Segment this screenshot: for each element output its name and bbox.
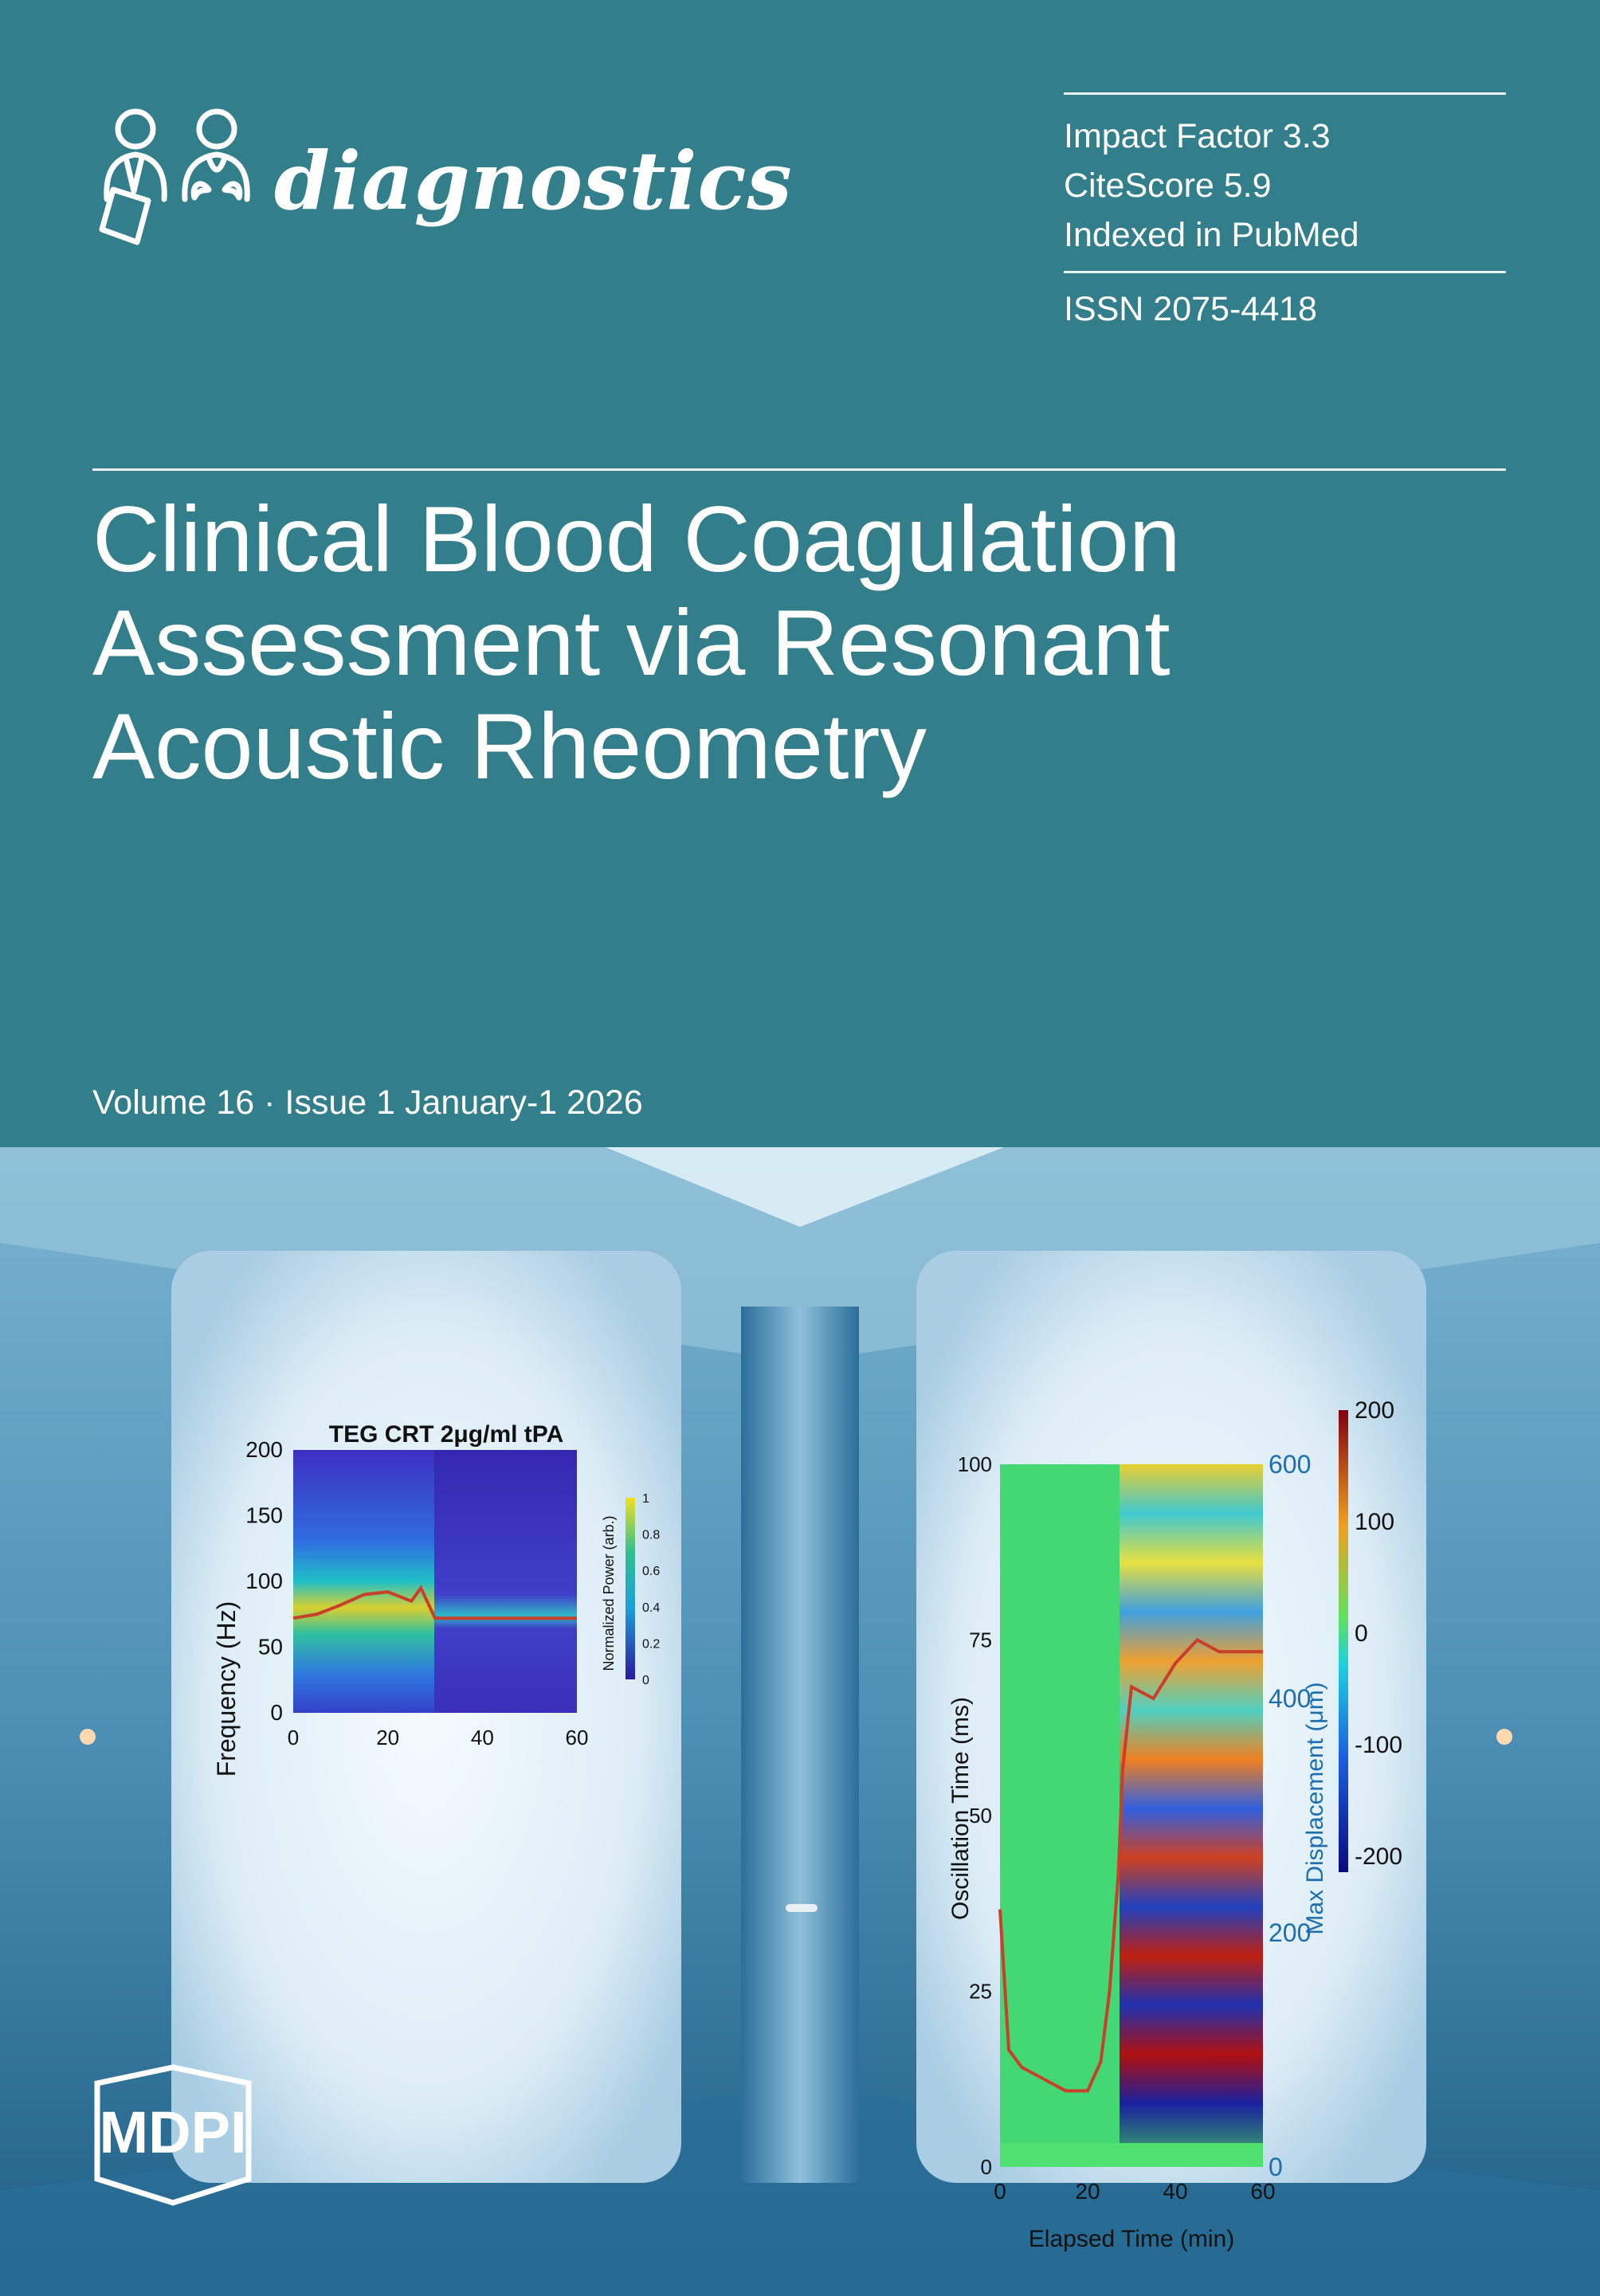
publisher-name: MDPI xyxy=(100,2099,247,2165)
y-tick-label: 75 xyxy=(969,1628,992,1652)
cover-header-panel: diagnostics Impact Factor 3.3 CiteScore … xyxy=(0,0,1600,1147)
y2-axis-label: Max Displacement (μm) xyxy=(1302,1682,1328,1934)
colorbar-left xyxy=(625,1498,635,1679)
x-axis-label: Elapsed Time (min) xyxy=(1029,2226,1234,2252)
ceiling xyxy=(0,1147,1600,1362)
doctors-logo-icon xyxy=(99,108,250,245)
y-tick-label: 50 xyxy=(258,1635,283,1659)
colorbar-tick-label: -200 xyxy=(1355,1843,1402,1870)
y-tick-label: 150 xyxy=(245,1503,283,1528)
pillar-light xyxy=(786,1904,818,1912)
x-tick-label: 0 xyxy=(288,1726,299,1749)
colorbar-tick-label: 0.2 xyxy=(642,1637,660,1651)
x-tick-label: 40 xyxy=(471,1726,494,1749)
colorbar-tick-label: -100 xyxy=(1355,1732,1402,1758)
right-wall-light xyxy=(1496,1729,1512,1745)
metrics-top-rule xyxy=(1064,92,1506,95)
y-tick-label: 0 xyxy=(981,2155,992,2179)
x-tick-label: 40 xyxy=(1163,2179,1187,2204)
y-tick-label: 200 xyxy=(245,1437,283,1462)
citescore: CiteScore 5.9 xyxy=(1064,167,1272,205)
y-tick-label: 0 xyxy=(270,1700,283,1725)
colorbar-tick-label: 1 xyxy=(642,1492,649,1506)
heatmap-right-stripes xyxy=(1120,1464,1263,2167)
y2-tick-label: 600 xyxy=(1269,1450,1311,1479)
heatmap-right-bottom xyxy=(1000,2143,1263,2167)
y2-tick-label: 200 xyxy=(1269,1918,1311,1947)
overlay-line-right xyxy=(998,1638,1263,2093)
y2-tick-label: 400 xyxy=(1269,1684,1311,1713)
volume-issue: Volume 16 · Issue 1 January-1 2026 xyxy=(92,1083,643,1122)
colorbar-label: Normalized Power (arb.) xyxy=(601,1515,617,1671)
y-tick-label: 100 xyxy=(958,1452,992,1476)
y-axis-label: Frequency (Hz) xyxy=(212,1601,241,1777)
colorbar-tick-label: 0 xyxy=(642,1674,649,1687)
center-pillar xyxy=(741,1307,859,2183)
spectrogram-left-late xyxy=(434,1450,577,1713)
journal-logo: diagnostics xyxy=(89,102,792,261)
journal-name: diagnostics xyxy=(274,134,793,228)
colorbar-tick-label: 200 xyxy=(1355,1397,1394,1424)
issn: ISSN 2075-4418 xyxy=(1064,290,1317,328)
x-tick-label: 60 xyxy=(566,1726,589,1749)
left-wall-light xyxy=(80,1729,96,1745)
colorbar-tick-label: 100 xyxy=(1355,1509,1394,1535)
colorbar-tick-label: 0.6 xyxy=(642,1565,660,1578)
colorbar-tick-label: 0.8 xyxy=(642,1529,660,1542)
colorbar-tick-label: 0 xyxy=(1355,1620,1368,1647)
y-tick-label: 100 xyxy=(245,1569,283,1593)
y2-tick-label: 0 xyxy=(1269,2153,1283,2181)
left-panel xyxy=(171,1251,681,2183)
y-axis-label: Oscillation Time (ms) xyxy=(947,1697,974,1920)
indexing: Indexed in PubMed xyxy=(1064,216,1359,254)
mdpi-hexagon-icon: MDPI xyxy=(94,2064,252,2206)
y-tick-label: 25 xyxy=(969,1980,992,2004)
chart-title: TEG CRT 2μg/ml tPA xyxy=(329,1421,563,1448)
publisher-logo: MDPI xyxy=(89,2063,320,2207)
title-rule xyxy=(92,468,1506,471)
journal-metrics: Impact Factor 3.3 CiteScore 5.9 Indexed … xyxy=(1064,112,1359,260)
title-line: Acoustic Rheometry xyxy=(92,694,927,798)
y-tick-label: 50 xyxy=(969,1804,992,1828)
x-tick-label: 0 xyxy=(994,2179,1006,2204)
colorbar-tick-label: 0.4 xyxy=(642,1601,660,1615)
impact-factor: Impact Factor 3.3 xyxy=(1064,117,1331,155)
title-line: Assessment via Resonant xyxy=(92,590,1171,695)
x-tick-label: 20 xyxy=(376,1726,399,1749)
colorbar-right xyxy=(1339,1410,1348,1872)
chart-right-body: Elapsed Time (min) Oscillation Time (ms) M… xyxy=(947,1397,1402,2252)
x-tick-label: 20 xyxy=(1075,2179,1100,2204)
article-title: Clinical Blood Coagulation Assessment vi… xyxy=(92,488,1447,798)
title-line: Clinical Blood Coagulation xyxy=(92,487,1181,591)
metrics-bottom-rule xyxy=(1064,271,1506,273)
overlay-line-left xyxy=(292,1585,577,1620)
x-tick-label: 60 xyxy=(1250,2179,1275,2204)
ceiling-light xyxy=(606,1147,1004,1227)
chart-left: TEG CRT 2μg/ml tPA Frequency (Hz) 0 20 40 60 0… xyxy=(212,1421,660,1777)
